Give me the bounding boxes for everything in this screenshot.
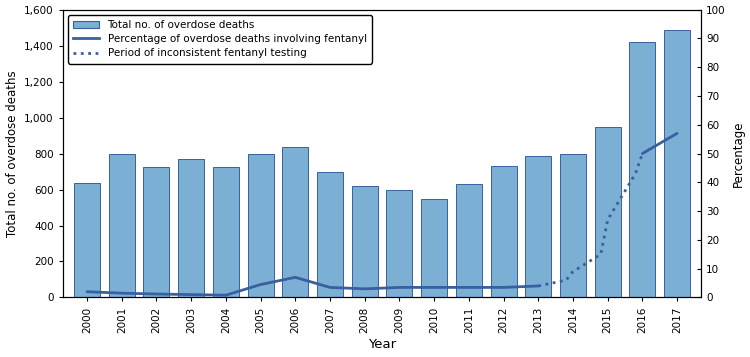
Bar <box>109 155 135 297</box>
X-axis label: Year: Year <box>368 338 396 351</box>
Bar <box>664 30 690 297</box>
Bar <box>490 166 517 297</box>
Bar <box>248 154 274 297</box>
Bar <box>525 156 551 297</box>
Bar <box>386 190 412 297</box>
Bar <box>560 154 586 297</box>
Bar <box>143 167 170 297</box>
Legend: Total no. of overdose deaths, Percentage of overdose deaths involving fentanyl, : Total no. of overdose deaths, Percentage… <box>68 15 372 64</box>
Y-axis label: Percentage: Percentage <box>731 120 745 187</box>
Bar <box>317 172 343 297</box>
Bar <box>422 199 447 297</box>
Bar <box>282 147 308 297</box>
Bar <box>595 126 621 297</box>
Bar <box>213 167 239 297</box>
Bar <box>629 42 656 297</box>
Bar <box>178 159 204 297</box>
Y-axis label: Total no. of overdose deaths: Total no. of overdose deaths <box>5 70 19 237</box>
Bar <box>352 186 378 297</box>
Bar <box>456 184 482 297</box>
Bar <box>74 183 100 297</box>
